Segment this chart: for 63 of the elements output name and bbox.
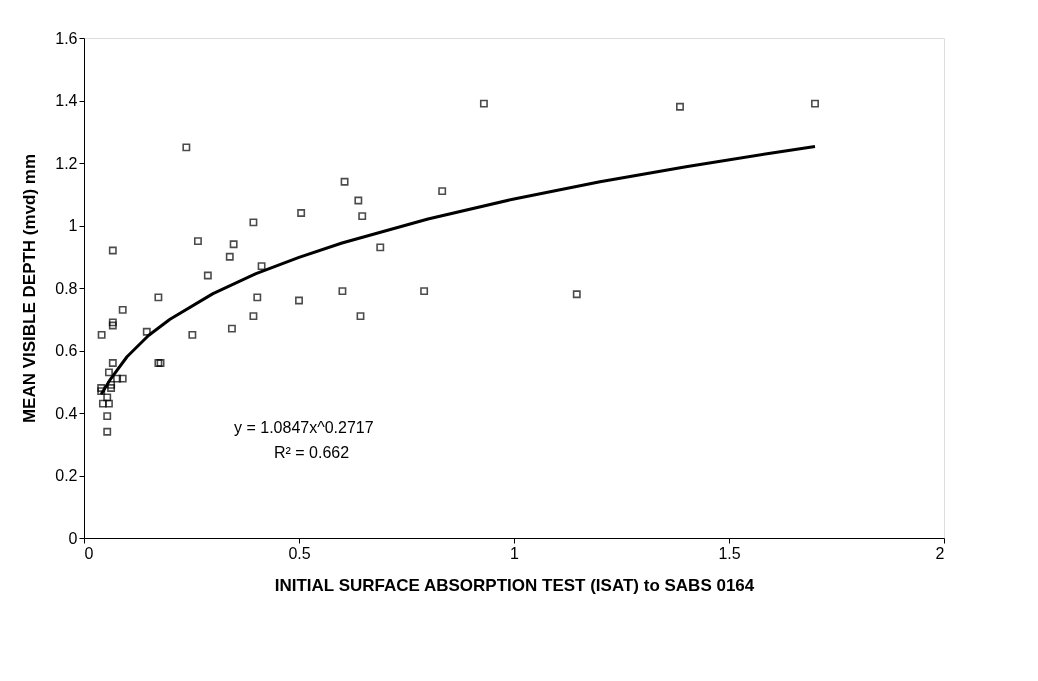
point bbox=[103, 412, 112, 421]
point bbox=[103, 393, 112, 402]
point bbox=[354, 196, 363, 205]
point bbox=[295, 296, 303, 305]
x-tick-label: 1.5 bbox=[718, 544, 741, 562]
y-tick-label: 0.6 bbox=[55, 342, 78, 359]
point bbox=[225, 252, 234, 261]
point bbox=[420, 287, 429, 296]
point bbox=[107, 380, 116, 389]
point bbox=[104, 399, 113, 408]
point bbox=[229, 240, 238, 249]
y-tick-label: 0.4 bbox=[55, 404, 78, 422]
point bbox=[98, 399, 107, 408]
point bbox=[203, 271, 212, 280]
point bbox=[338, 287, 347, 296]
y-tick-label: 1.4 bbox=[55, 92, 78, 109]
point bbox=[297, 209, 306, 217]
point bbox=[193, 237, 202, 246]
x-tick-label: 0 bbox=[84, 544, 94, 562]
point bbox=[97, 384, 106, 392]
x-axis-title: INITIAL SURFACE ABSORPTION TEST (ISAT) to SABS 0164 bbox=[274, 575, 755, 595]
point bbox=[253, 293, 262, 302]
point bbox=[249, 218, 258, 227]
point bbox=[811, 99, 819, 108]
point bbox=[107, 384, 116, 392]
point bbox=[104, 368, 113, 377]
point bbox=[97, 330, 106, 339]
y-tick-label: 0.8 bbox=[55, 279, 78, 297]
y-tick-label: 0.2 bbox=[55, 467, 78, 484]
point bbox=[188, 330, 197, 339]
point bbox=[376, 243, 385, 252]
point bbox=[142, 327, 151, 336]
y-tick-label: 1.2 bbox=[55, 154, 78, 172]
x-tick-label: 2 bbox=[935, 544, 945, 562]
point bbox=[182, 143, 191, 152]
annotation: y = 1.0847x^0.2717 bbox=[234, 419, 374, 436]
y-tick-label: 1.6 bbox=[55, 29, 78, 47]
point bbox=[249, 312, 258, 321]
point bbox=[118, 305, 127, 314]
point bbox=[108, 359, 117, 367]
point bbox=[108, 321, 117, 330]
point bbox=[479, 99, 488, 108]
x-tick-label: 0.5 bbox=[288, 544, 311, 562]
point bbox=[108, 246, 117, 255]
y-tick-label: 1 bbox=[68, 217, 78, 234]
point bbox=[103, 427, 112, 436]
point bbox=[358, 212, 367, 221]
point bbox=[356, 312, 365, 321]
y-axis-title: MEAN VISIBLE DEPTH (mvd) mm bbox=[20, 153, 40, 424]
point bbox=[108, 318, 117, 327]
point bbox=[340, 177, 349, 186]
point bbox=[118, 374, 127, 383]
x-tick-label: 1 bbox=[510, 544, 520, 562]
y-tick-label: 0 bbox=[68, 529, 78, 547]
point bbox=[257, 262, 266, 271]
point bbox=[113, 374, 122, 383]
point bbox=[438, 187, 447, 196]
point bbox=[676, 102, 684, 111]
point bbox=[572, 290, 581, 299]
annotation: R² = 0.662 bbox=[274, 444, 350, 461]
point bbox=[154, 293, 163, 302]
point bbox=[97, 387, 106, 396]
point bbox=[227, 324, 236, 333]
